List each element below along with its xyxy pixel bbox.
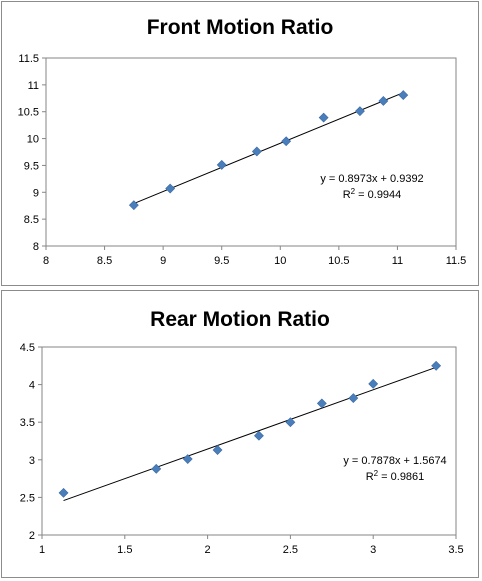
front-x-tick-label: 8 xyxy=(43,255,49,267)
rear-data-point xyxy=(151,463,162,474)
front-data-point xyxy=(165,183,176,194)
front-data-point xyxy=(398,90,409,100)
front-motion-ratio-chart: Front Motion Ratio 8 8.5 9 9.5 10 10.5 11 11.5 8 8… xyxy=(1,1,479,286)
front-data-point xyxy=(251,146,262,157)
rear-x-tick-label: 2.5 xyxy=(283,544,298,556)
front-x-tick-label: 11.5 xyxy=(446,255,467,267)
rear-y-tick-label: 2.5 xyxy=(20,492,35,504)
front-y-tick-label: 9.5 xyxy=(24,160,39,172)
rear-y-tick-label: 3 xyxy=(29,455,35,467)
rear-x-tick-label: 3 xyxy=(370,544,376,556)
rear-data-point xyxy=(254,430,264,441)
front-x-tick-label: 9.5 xyxy=(214,255,229,267)
front-data-point xyxy=(281,136,292,147)
front-chart-svg: Front Motion Ratio 8 8.5 9 9.5 10 10.5 11 11.5 8 8… xyxy=(18,16,467,267)
rear-data-point xyxy=(431,360,442,371)
rear-x-tick-label: 2 xyxy=(205,544,211,556)
rear-data-point xyxy=(368,378,379,389)
rear-y-tick-label: 4 xyxy=(29,380,35,392)
rear-data-point xyxy=(182,454,193,464)
rear-data-point xyxy=(58,487,69,498)
front-y-tick-label: 11 xyxy=(28,80,39,92)
front-data-point xyxy=(378,96,389,106)
rear-r-squared-value: = 0.9861 xyxy=(378,471,424,483)
front-x-tick-label: 10 xyxy=(274,255,286,267)
front-data-point xyxy=(355,106,365,117)
rear-trend-equation: y = 0.7878x + 1.5674 xyxy=(343,455,446,467)
front-y-tick-label: 11.5 xyxy=(18,53,39,65)
rear-r-squared: R2 = 0.9861 xyxy=(366,469,425,483)
front-data-point xyxy=(318,112,329,123)
rear-r-squared-symbol: R xyxy=(366,471,374,483)
front-y-tick-label: 10 xyxy=(27,134,39,146)
front-r-squared-symbol: R xyxy=(343,189,351,201)
rear-data-point xyxy=(212,445,223,455)
front-x-tick-label: 11 xyxy=(392,255,403,267)
rear-y-tick-label: 2 xyxy=(29,530,35,542)
rear-plot-area xyxy=(41,346,457,536)
rear-data-point xyxy=(285,417,296,428)
front-r-squared: R2 = 0.9944 xyxy=(343,187,402,201)
front-x-tick-label: 9 xyxy=(160,255,166,267)
front-x-tick-label: 8.5 xyxy=(97,255,112,267)
rear-motion-ratio-chart: Rear Motion Ratio 1 1.5 2 2.5 3 3.5 2 2.5 3 3.5 4 4.… xyxy=(1,290,479,578)
rear-r-squared-exponent: 2 xyxy=(374,469,379,478)
front-trend-equation: y = 0.8973x + 0.9392 xyxy=(320,173,423,185)
front-data-point xyxy=(128,200,139,211)
front-y-tick-label: 9 xyxy=(33,187,39,199)
front-r-squared-value: = 0.9944 xyxy=(355,189,401,201)
front-plot-area xyxy=(45,57,457,247)
front-y-tick-label: 8 xyxy=(33,241,39,253)
front-x-tick-label: 10.5 xyxy=(328,255,349,267)
rear-chart-title: Rear Motion Ratio xyxy=(150,308,330,331)
front-y-tick-label: 8.5 xyxy=(24,214,39,226)
rear-x-tick-label: 3.5 xyxy=(448,544,463,556)
rear-x-tick-label: 1 xyxy=(39,544,45,556)
rear-y-tick-label: 4.5 xyxy=(20,342,35,354)
rear-x-tick-label: 1.5 xyxy=(117,544,132,556)
rear-y-tick-label: 3.5 xyxy=(20,417,35,429)
front-chart-title: Front Motion Ratio xyxy=(147,16,334,39)
front-r-squared-exponent: 2 xyxy=(351,187,356,196)
rear-data-point xyxy=(316,398,327,409)
rear-trendline xyxy=(63,366,437,502)
rear-chart-svg: Rear Motion Ratio 1 1.5 2 2.5 3 3.5 2 2.5 3 3.5 4 4.… xyxy=(20,308,464,556)
rear-data-point xyxy=(348,393,359,404)
front-data-point xyxy=(216,159,227,170)
front-y-tick-label: 10.5 xyxy=(18,107,39,119)
